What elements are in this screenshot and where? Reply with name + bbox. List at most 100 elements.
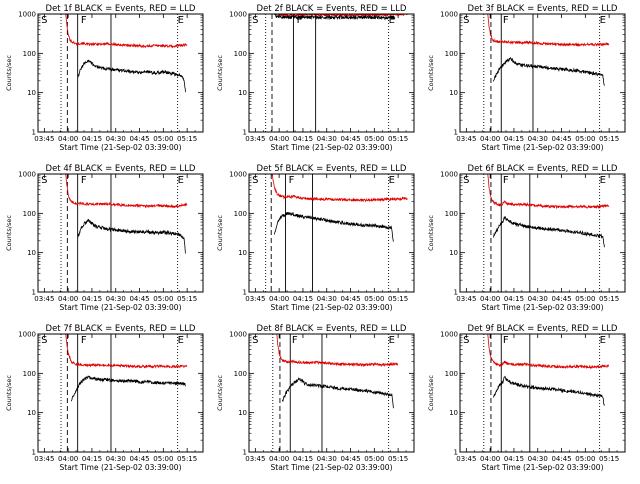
y-tick-label: 100 — [445, 210, 458, 218]
plot-frame — [248, 333, 415, 453]
marker-label-s: S — [252, 175, 258, 186]
lld-series-line — [65, 334, 188, 369]
marker-label-f: F — [81, 335, 87, 346]
events-series-line — [70, 375, 186, 402]
marker-label-s: S — [463, 335, 469, 346]
y-tick-label: 1000 — [229, 331, 247, 339]
x-tick-label: 03:45 — [34, 295, 54, 303]
x-tick-label: 05:00 — [364, 135, 384, 143]
lld-series-line — [276, 334, 399, 368]
chart-title: Det 7f BLACK = Events, RED = LLD — [46, 324, 196, 334]
y-tick-label: 1 — [454, 449, 458, 457]
x-tick-label: 04:00 — [480, 455, 500, 463]
marker-label-e: E — [600, 175, 606, 186]
marker-label-e: E — [389, 175, 395, 186]
marker-label-s: S — [463, 175, 469, 186]
marker-label-s: S — [41, 335, 47, 346]
marker-label-e: E — [178, 175, 184, 186]
plot-area — [276, 334, 399, 409]
y-tick-label: 1000 — [440, 11, 458, 19]
x-tick-label: 04:45 — [551, 295, 571, 303]
y-axis-label: Counts/sec — [427, 215, 435, 251]
y-tick-label: 1 — [243, 449, 247, 457]
marker-label-f: F — [81, 15, 87, 26]
marker-label-f: F — [297, 15, 303, 26]
x-tick-label: 04:45 — [551, 455, 571, 463]
marker-label-e: E — [389, 15, 395, 26]
x-tick-label: 05:00 — [153, 135, 173, 143]
plot-area — [269, 174, 408, 242]
x-tick-label: 05:00 — [364, 455, 384, 463]
events-series-line — [492, 375, 605, 406]
chart-panel-6: Det 6f BLACK = Events, RED = LLD 03:45 04:… — [427, 164, 626, 312]
x-tick-label: 04:45 — [129, 135, 149, 143]
x-tick-label: 04:00 — [58, 135, 78, 143]
y-tick-label: 100 — [23, 210, 36, 218]
marker-label-s: S — [41, 15, 47, 26]
x-tick-label: 05:00 — [575, 455, 595, 463]
lld-series-line — [269, 174, 408, 203]
y-tick-label: 1000 — [18, 331, 36, 339]
x-axis-label: Start Time (21-Sep-02 03:39:00) — [271, 303, 393, 312]
y-tick-label: 1 — [454, 129, 458, 137]
chart-title: Det 3f BLACK = Events, RED = LLD — [468, 4, 618, 14]
lld-series-line — [487, 14, 610, 47]
plot-area — [487, 174, 610, 248]
events-series-line — [77, 59, 186, 93]
y-tick-label: 100 — [23, 370, 36, 378]
x-tick-label: 04:00 — [269, 295, 289, 303]
y-tick-label: 10 — [449, 249, 458, 257]
x-axis-label: Start Time (21-Sep-02 03:39:00) — [271, 143, 393, 152]
x-tick-label: 05:00 — [364, 295, 384, 303]
x-tick-label: 04:30 — [106, 135, 126, 143]
lld-series-line — [487, 174, 610, 210]
chart-panel-4: Det 4f BLACK = Events, RED = LLD 03:45 04:… — [5, 164, 204, 312]
x-tick-label: 05:15 — [599, 455, 619, 463]
x-tick-label: 04:00 — [269, 135, 289, 143]
events-series-line — [77, 218, 186, 254]
y-tick-label: 10 — [238, 409, 247, 417]
y-tick-label: 1000 — [229, 11, 247, 19]
y-axis-label: Counts/sec — [216, 215, 224, 251]
y-tick-label: 100 — [234, 50, 247, 58]
plot-area — [65, 334, 188, 402]
y-axis-label: Counts/sec — [5, 215, 13, 251]
events-series-line — [274, 211, 394, 242]
y-tick-label: 10 — [449, 89, 458, 97]
y-tick-label: 100 — [23, 50, 36, 58]
x-tick-label: 04:15 — [293, 135, 313, 143]
x-tick-label: 04:15 — [504, 295, 524, 303]
y-tick-label: 100 — [234, 210, 247, 218]
x-tick-label: 04:30 — [106, 295, 126, 303]
marker-label-e: E — [600, 335, 606, 346]
chart-title: Det 2f BLACK = Events, RED = LLD — [257, 4, 407, 14]
y-axis-label: Counts/sec — [427, 375, 435, 411]
marker-label-f: F — [503, 335, 509, 346]
chart-panel-9: Det 9f BLACK = Events, RED = LLD 03:45 04:… — [427, 324, 626, 472]
x-tick-label: 04:30 — [106, 455, 126, 463]
x-tick-label: 04:15 — [82, 455, 102, 463]
chart-panel-5: Det 5f BLACK = Events, RED = LLD 03:45 04:… — [216, 164, 415, 312]
x-tick-label: 04:15 — [504, 455, 524, 463]
x-tick-label: 05:00 — [153, 295, 173, 303]
marker-label-s: S — [463, 15, 469, 26]
marker-label-s: S — [252, 335, 258, 346]
x-tick-label: 04:45 — [129, 455, 149, 463]
y-axis-label: Counts/sec — [427, 55, 435, 91]
y-tick-label: 1 — [243, 129, 247, 137]
marker-label-f: F — [292, 335, 298, 346]
chart-title: Det 1f BLACK = Events, RED = LLD — [46, 4, 196, 14]
x-tick-label: 04:15 — [82, 135, 102, 143]
y-tick-label: 1 — [243, 289, 247, 297]
plot-frame — [459, 173, 626, 293]
x-tick-label: 03:45 — [245, 295, 265, 303]
chart-panel-8: Det 8f BLACK = Events, RED = LLD 03:45 04:… — [216, 324, 415, 472]
y-tick-label: 100 — [445, 50, 458, 58]
x-tick-label: 05:15 — [177, 295, 197, 303]
plot-frame — [37, 333, 204, 453]
plot-area — [487, 14, 610, 86]
plot-frame — [37, 13, 204, 133]
